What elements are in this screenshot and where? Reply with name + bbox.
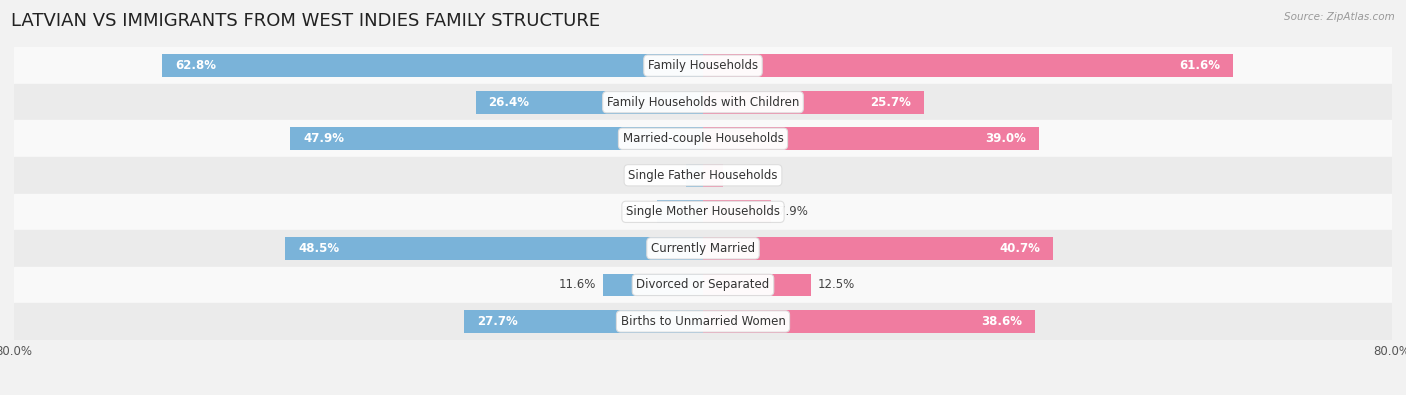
Text: 38.6%: 38.6% (981, 315, 1022, 328)
Text: 11.6%: 11.6% (558, 278, 596, 292)
Bar (603, 274, 703, 296)
Bar (658, 201, 703, 223)
Bar (703, 201, 770, 223)
Bar (162, 55, 703, 77)
Bar (14, 230, 1392, 267)
Bar (703, 274, 811, 296)
Text: 5.3%: 5.3% (621, 205, 651, 218)
Bar (291, 128, 703, 150)
Text: 47.9%: 47.9% (304, 132, 344, 145)
Bar (703, 128, 1039, 150)
Bar (703, 55, 1233, 77)
Bar (703, 164, 723, 186)
Text: 62.8%: 62.8% (176, 59, 217, 72)
Text: 12.5%: 12.5% (817, 278, 855, 292)
Text: 2.3%: 2.3% (730, 169, 759, 182)
Bar (703, 91, 924, 113)
Bar (464, 310, 703, 333)
Text: 48.5%: 48.5% (298, 242, 339, 255)
Bar (14, 157, 1392, 194)
Text: Currently Married: Currently Married (651, 242, 755, 255)
Text: 26.4%: 26.4% (488, 96, 530, 109)
Text: Single Mother Households: Single Mother Households (626, 205, 780, 218)
Bar (703, 310, 1035, 333)
Bar (14, 267, 1392, 303)
Text: Births to Unmarried Women: Births to Unmarried Women (620, 315, 786, 328)
Text: 27.7%: 27.7% (478, 315, 519, 328)
Bar (14, 120, 1392, 157)
Text: Family Households with Children: Family Households with Children (607, 96, 799, 109)
Text: Source: ZipAtlas.com: Source: ZipAtlas.com (1284, 12, 1395, 22)
Text: 61.6%: 61.6% (1180, 59, 1220, 72)
Text: Family Households: Family Households (648, 59, 758, 72)
Bar (14, 47, 1392, 84)
Text: 25.7%: 25.7% (870, 96, 911, 109)
Bar (14, 84, 1392, 120)
Bar (14, 194, 1392, 230)
Bar (686, 164, 703, 186)
Text: 40.7%: 40.7% (1000, 242, 1040, 255)
Bar (475, 91, 703, 113)
Text: Single Father Households: Single Father Households (628, 169, 778, 182)
Bar (285, 237, 703, 260)
Text: 39.0%: 39.0% (986, 132, 1026, 145)
Text: LATVIAN VS IMMIGRANTS FROM WEST INDIES FAMILY STRUCTURE: LATVIAN VS IMMIGRANTS FROM WEST INDIES F… (11, 12, 600, 30)
Text: 2.0%: 2.0% (650, 169, 679, 182)
Text: Married-couple Households: Married-couple Households (623, 132, 783, 145)
Bar (703, 237, 1053, 260)
Text: Divorced or Separated: Divorced or Separated (637, 278, 769, 292)
Bar (14, 303, 1392, 340)
Text: 7.9%: 7.9% (778, 205, 808, 218)
